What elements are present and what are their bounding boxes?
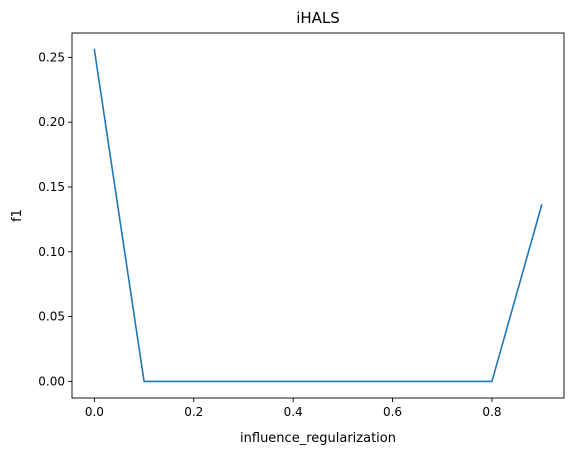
x-axis-ticks: 0.0 0.2 0.4 0.6 0.8 bbox=[85, 398, 501, 419]
series-line bbox=[93, 48, 543, 383]
data-point bbox=[491, 381, 492, 382]
data-point bbox=[392, 381, 393, 382]
x-axis-label: influence_regularization bbox=[240, 431, 396, 446]
data-point bbox=[193, 381, 194, 382]
x-tick-label: 0.2 bbox=[184, 405, 203, 419]
data-point bbox=[342, 381, 343, 382]
y-tick-label: 0.20 bbox=[38, 115, 65, 129]
y-tick-label: 0.00 bbox=[38, 374, 65, 388]
y-tick-label: 0.05 bbox=[38, 310, 65, 324]
plot-frame bbox=[71, 32, 565, 399]
y-tick-label: 0.25 bbox=[38, 50, 65, 64]
y-axis-label: f1 bbox=[10, 209, 25, 222]
data-point bbox=[442, 381, 443, 382]
y-axis-ticks: 0.00 0.05 0.10 0.15 0.20 0.25 bbox=[38, 50, 72, 388]
data-point bbox=[143, 381, 144, 382]
x-tick-label: 0.4 bbox=[284, 405, 303, 419]
y-tick-label: 0.10 bbox=[38, 245, 65, 259]
chart-title: iHALS bbox=[296, 9, 340, 27]
x-tick-label: 0.6 bbox=[383, 405, 402, 419]
data-point bbox=[293, 381, 294, 382]
data-point bbox=[541, 205, 542, 206]
x-tick-label: 0.0 bbox=[85, 405, 104, 419]
data-point bbox=[94, 49, 95, 50]
y-tick-label: 0.15 bbox=[38, 180, 65, 194]
data-point bbox=[243, 381, 244, 382]
series-layer bbox=[93, 48, 543, 383]
x-tick-label: 0.8 bbox=[482, 405, 501, 419]
